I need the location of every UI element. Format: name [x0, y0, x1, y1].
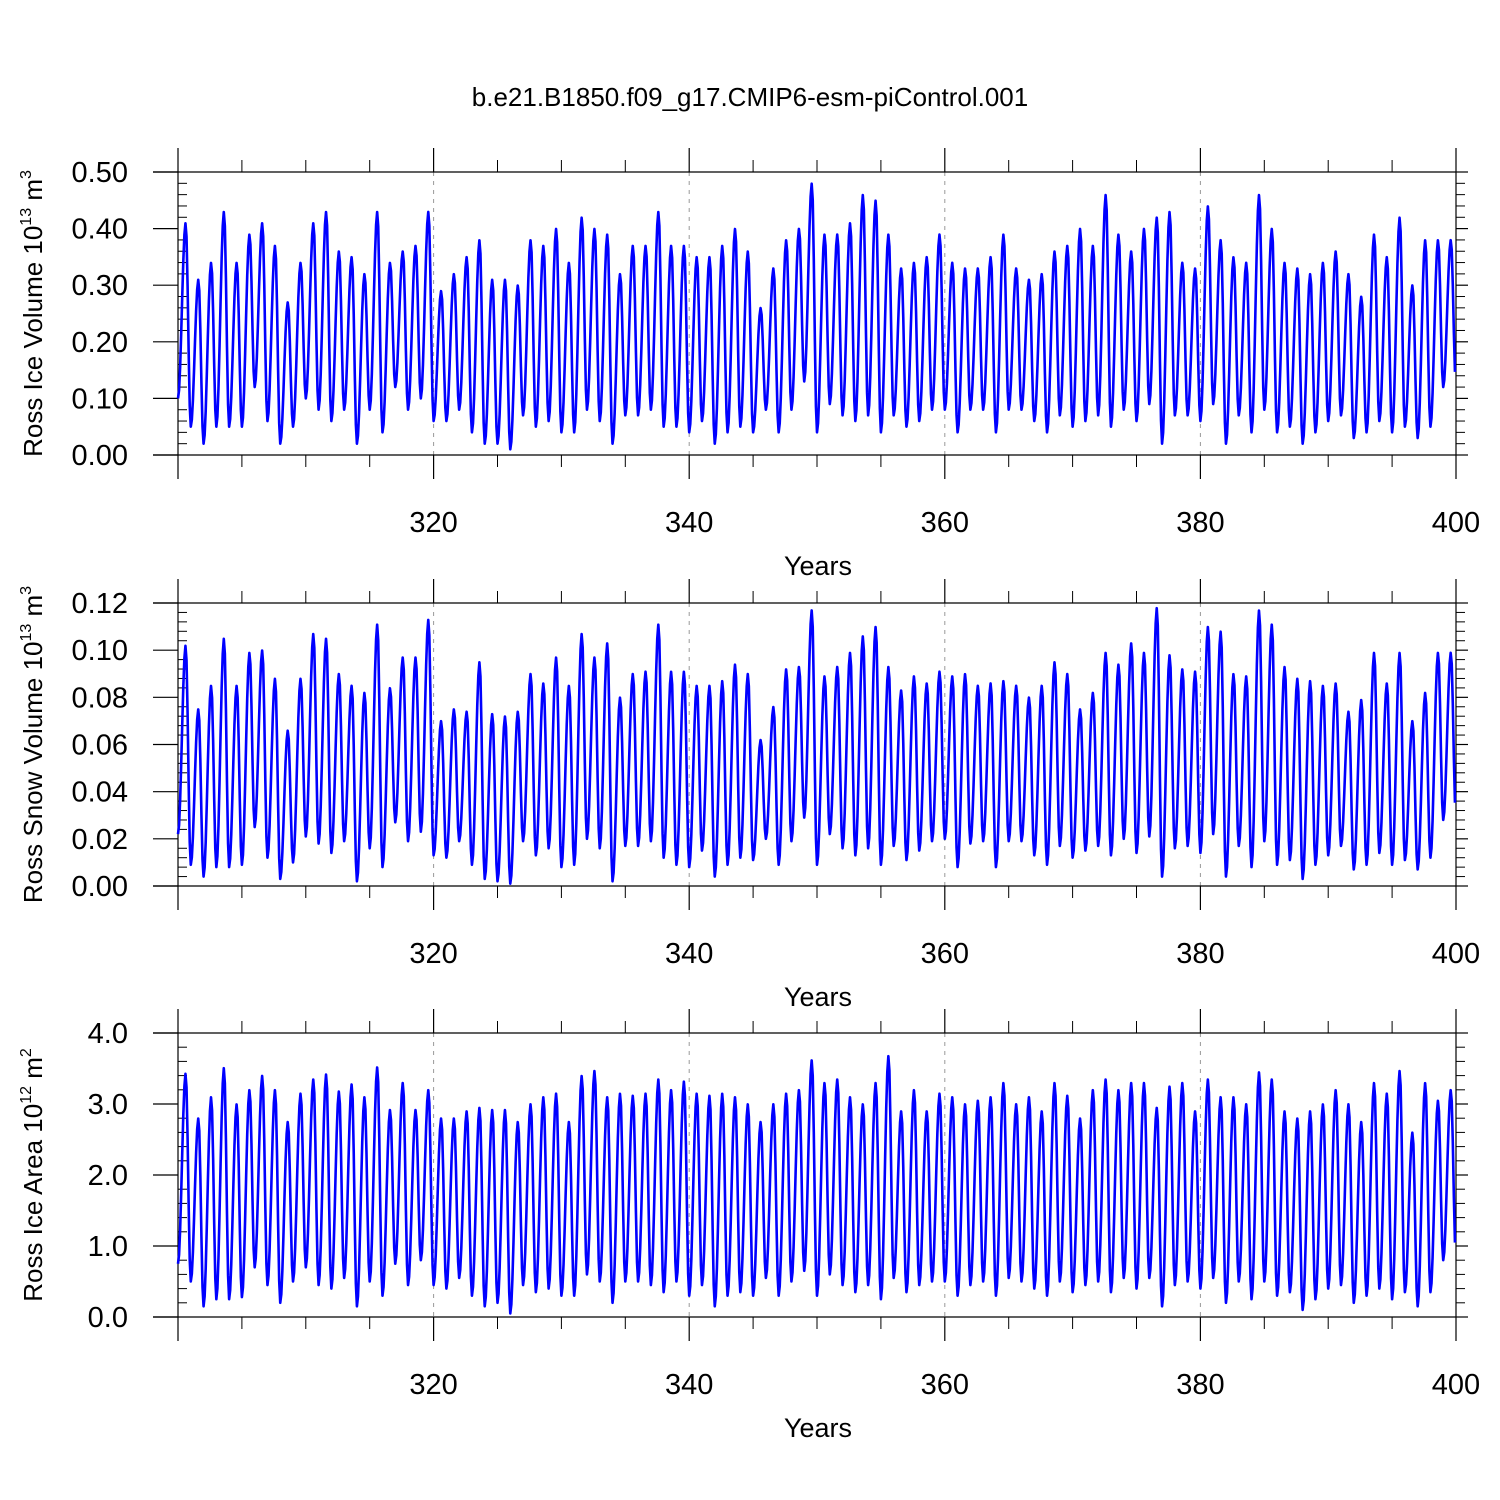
- series-line: [176, 182, 1457, 451]
- y-title-part: m: [18, 179, 48, 208]
- panel-2: 0.00 0.02 0.04 0.06 0.08 0.10 0.12 320 340 360 380…: [18, 579, 1480, 1012]
- chart-title: b.e21.B1850.f09_g17.CMIP6-esm-piControl.…: [472, 82, 1028, 112]
- y-tick-label: 0.0: [88, 1302, 128, 1334]
- y-axis-title: Ross Ice Volume 1013 m3: [18, 170, 48, 457]
- y-tick-label: 0.00: [72, 440, 128, 472]
- y-title-superscript: 3: [18, 170, 35, 179]
- y-title-superscript: 12: [18, 1086, 35, 1104]
- y-tick-label: 4.0: [88, 1018, 128, 1050]
- y-tick-label: 0.02: [72, 824, 128, 856]
- y-tick-label: 0.20: [72, 327, 128, 359]
- y-tick-label: 0.12: [72, 588, 128, 620]
- x-tick-label: 380: [1176, 938, 1224, 970]
- y-axis-title: Ross Snow Volume 1013 m3: [18, 586, 48, 903]
- x-tick-label: 360: [921, 507, 969, 539]
- x-axis-title: Years: [784, 1413, 852, 1443]
- panel-1: 0.00 0.10 0.20 0.30 0.40 0.50 320 340 360 380 400 Y…: [18, 148, 1480, 581]
- x-tick-label: 320: [409, 938, 457, 970]
- y-tick-label: 1.0: [88, 1231, 128, 1263]
- x-tick-label: 320: [409, 507, 457, 539]
- y-axis-title: Ross Ice Area 1012 m2: [18, 1048, 48, 1302]
- y-tick-label: 0.08: [72, 682, 128, 714]
- y-tick-label: 0.50: [72, 157, 128, 189]
- series-line: [176, 1054, 1457, 1315]
- y-title-superscript: 2: [18, 1048, 35, 1057]
- y-title-superscript: 13: [18, 624, 35, 642]
- y-tick-label: 0.04: [72, 777, 128, 809]
- x-tick-label: 400: [1432, 938, 1480, 970]
- x-axis-title: Years: [784, 551, 852, 581]
- y-title-superscript: 3: [18, 586, 35, 595]
- y-title-part: Ross Snow Volume 10: [18, 642, 48, 904]
- y-tick-label: 2.0: [88, 1160, 128, 1192]
- panels: 0.00 0.10 0.20 0.30 0.40 0.50 320 340 360 380 400 Y…: [18, 148, 1480, 1443]
- y-tick-label: 0.10: [72, 383, 128, 415]
- series-line: [176, 606, 1457, 885]
- y-title-part: Ross Ice Volume 10: [18, 226, 48, 457]
- y-title-superscript: 13: [18, 208, 35, 226]
- x-tick-label: 380: [1176, 507, 1224, 539]
- y-tick-label: 0.40: [72, 214, 128, 246]
- x-tick-label: 400: [1432, 507, 1480, 539]
- x-tick-label: 340: [665, 938, 713, 970]
- x-tick-label: 340: [665, 1369, 713, 1401]
- x-tick-label: 400: [1432, 1369, 1480, 1401]
- x-tick-label: 340: [665, 507, 713, 539]
- x-axis-title: Years: [784, 982, 852, 1012]
- y-tick-label: 3.0: [88, 1089, 128, 1121]
- x-tick-label: 360: [921, 1369, 969, 1401]
- y-tick-label: 0.06: [72, 730, 128, 762]
- y-title-part: Ross Ice Area 10: [18, 1104, 48, 1302]
- panel-3: 0.0 1.0 2.0 3.0 4.0 320 340 360 380 400 Years Ross …: [18, 1009, 1480, 1443]
- x-tick-label: 360: [921, 938, 969, 970]
- y-tick-label: 0.00: [72, 871, 128, 903]
- y-tick-label: 0.10: [72, 635, 128, 667]
- y-tick-label: 0.30: [72, 270, 128, 302]
- x-tick-label: 320: [409, 1369, 457, 1401]
- y-title-part: m: [18, 1057, 48, 1086]
- y-title-part: m: [18, 595, 48, 624]
- x-tick-label: 380: [1176, 1369, 1224, 1401]
